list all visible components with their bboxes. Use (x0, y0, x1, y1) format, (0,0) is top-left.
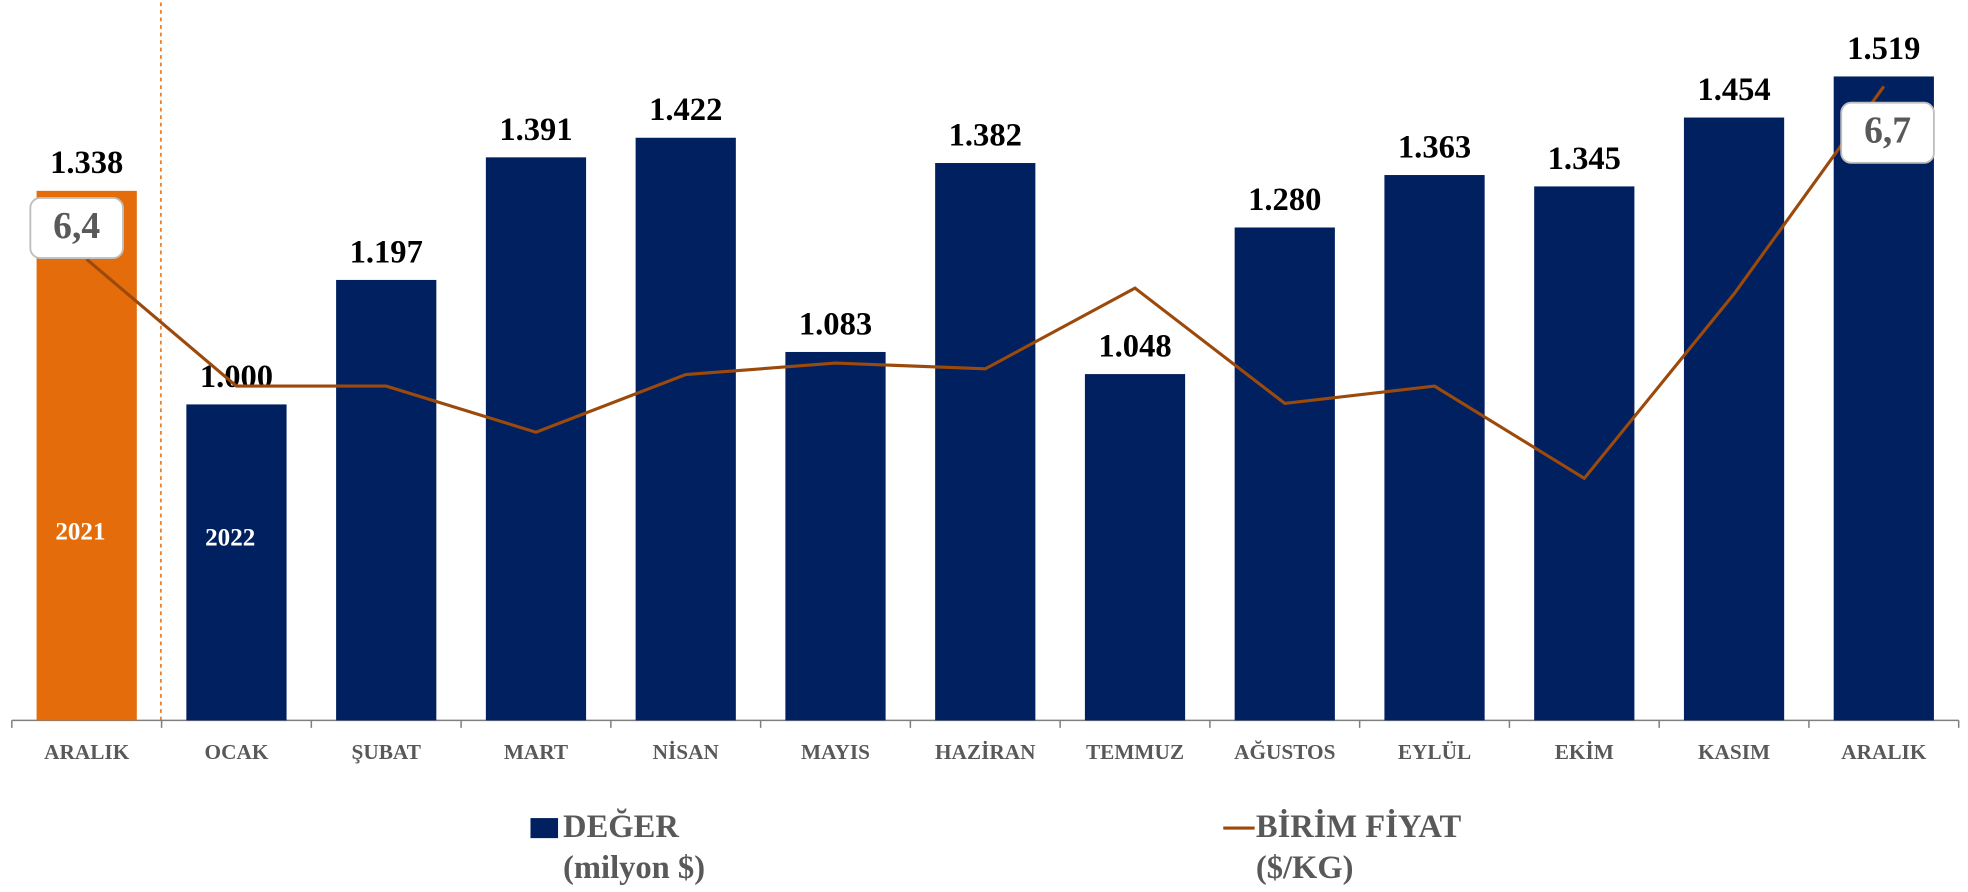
x-tick-label: KASIM (1698, 740, 1770, 764)
x-tick-label: MART (504, 740, 568, 764)
data-label: 1.519 (1847, 31, 1920, 67)
legend-unit: ($/KG) (1256, 850, 1354, 886)
x-tick-label: EKİM (1555, 740, 1614, 764)
data-label: 1.382 (949, 117, 1022, 153)
x-tick-label: AĞUSTOS (1234, 740, 1335, 764)
legend-label: BİRİM FİYAT (1256, 809, 1462, 845)
data-label: 1.338 (50, 145, 123, 181)
data-label: 1.422 (649, 92, 722, 128)
x-tick-label: MAYIS (801, 740, 870, 764)
bar (935, 163, 1036, 721)
legend-label: DEĞER (563, 809, 679, 845)
bar (635, 137, 736, 721)
bar (1534, 186, 1635, 721)
x-tick-label: HAZİRAN (935, 740, 1036, 764)
legend-swatch (530, 818, 559, 839)
bar (186, 404, 287, 721)
data-label: 1.363 (1398, 129, 1471, 165)
bar (1234, 227, 1335, 721)
bar (785, 351, 886, 721)
data-label: 1.197 (350, 234, 423, 270)
data-label: 1.280 (1248, 182, 1321, 218)
x-tick-label: EYLÜL (1398, 740, 1471, 764)
bar (1384, 175, 1485, 721)
x-tick-label: ŞUBAT (352, 740, 421, 764)
line-label-box (1840, 101, 1935, 164)
data-label: 1.454 (1697, 72, 1770, 108)
legend-unit: (milyon $) (563, 850, 705, 886)
data-label: 1.048 (1098, 328, 1171, 364)
data-label: 1.345 (1548, 141, 1621, 177)
year-label: 2022 (205, 525, 255, 552)
line-label: 6,4 (53, 206, 100, 247)
data-label: 1.083 (799, 306, 872, 342)
x-tick-label: TEMMUZ (1086, 740, 1184, 764)
line-label-box (29, 197, 124, 260)
bar (1084, 374, 1186, 721)
x-tick-label: ARALIK (1841, 740, 1927, 764)
bar (36, 190, 137, 721)
bar (485, 157, 587, 721)
x-tick-label: ARALIK (44, 740, 130, 764)
bar (336, 279, 437, 721)
line (85, 85, 1886, 481)
line-label: 6,7 (1864, 111, 1911, 152)
bar (1683, 117, 1785, 721)
x-tick-label: NİSAN (653, 740, 720, 764)
year-label: 2021 (55, 518, 105, 545)
x-tick-label: OCAK (205, 740, 269, 764)
data-label: 1.391 (499, 112, 572, 148)
bar (1833, 76, 1934, 721)
